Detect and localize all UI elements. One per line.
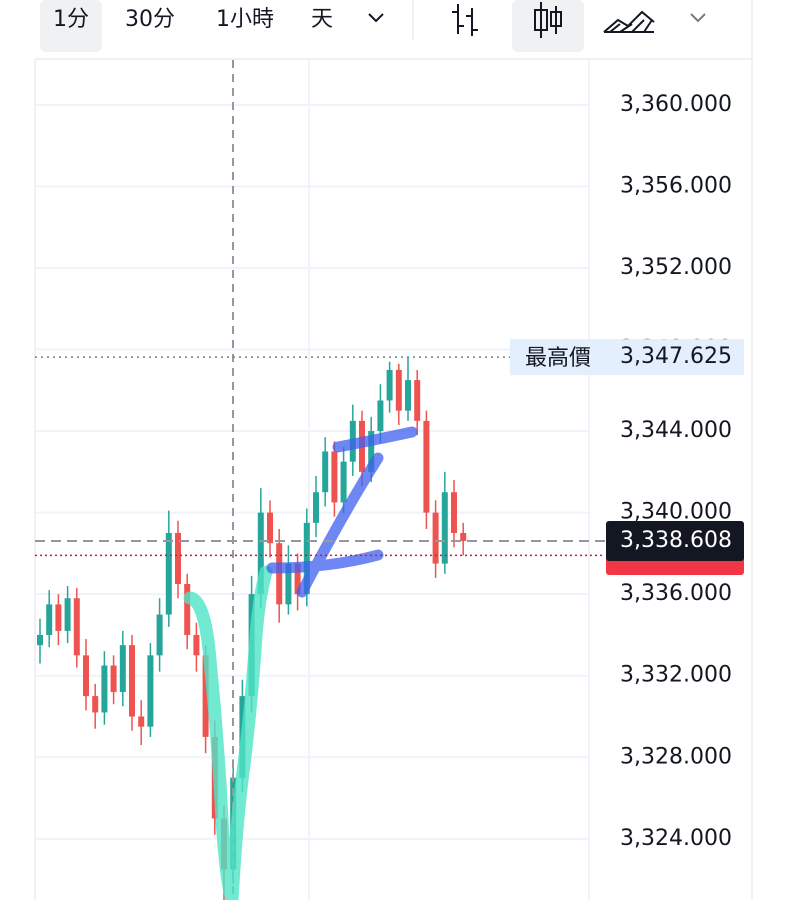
y-tick-label: 3,340.000 (620, 500, 732, 525)
candle-body (377, 400, 384, 432)
candle-body (193, 634, 200, 656)
candle-body (138, 716, 145, 727)
candle-body (276, 543, 283, 605)
candle-body (303, 522, 310, 595)
y-tick-label: 3,324.000 (620, 826, 732, 851)
candle-body (83, 655, 89, 697)
candle-body (423, 420, 430, 513)
y-tick-label: 3,328.000 (620, 744, 732, 769)
area-style-icon[interactable] (603, 10, 655, 33)
candle-body (414, 380, 421, 421)
y-tick-label: 3,332.000 (620, 663, 732, 688)
interval-button[interactable]: 天 (311, 7, 333, 32)
high-label-bg (510, 339, 744, 376)
interval-button[interactable]: 1小時 (216, 7, 274, 32)
candle-body (267, 512, 273, 544)
candle-body (331, 451, 338, 503)
high-label-text: 最高價 (525, 346, 591, 371)
candle-body (340, 461, 347, 503)
candle-body (395, 369, 402, 411)
candle-body (184, 583, 191, 635)
candle-body (73, 598, 80, 656)
candle-body (129, 645, 135, 717)
candle-body (368, 431, 375, 472)
interval-selected-bg (40, 0, 102, 52)
dropdown-icon[interactable] (368, 13, 384, 23)
candle-body (110, 665, 117, 693)
last-price-bg (606, 521, 744, 562)
interval-button[interactable]: 1分 (53, 7, 89, 32)
candle-body (101, 665, 108, 713)
price-labels: 最高價 3,347.625 3,338.608 (35, 339, 744, 576)
y-tick-label: 3,344.000 (620, 418, 732, 443)
y-tick-label: 3,336.000 (620, 581, 732, 606)
last-price-label: 3,338.608 (620, 528, 732, 553)
high-label-value: 3,347.625 (620, 344, 732, 369)
candle-body (64, 598, 71, 631)
candle-body (451, 492, 457, 534)
candle-body (202, 655, 209, 737)
candle-body (37, 634, 43, 646)
candle-body (46, 604, 53, 635)
candle-body (165, 533, 172, 615)
candle-body (285, 563, 292, 605)
candle-body (294, 563, 301, 595)
candle-body (441, 492, 448, 564)
y-tick-label: 3,356.000 (620, 173, 732, 198)
candle-body (175, 533, 181, 584)
candle-body (322, 451, 329, 493)
candle-body (55, 604, 62, 631)
candle-body (405, 380, 411, 411)
y-tick-label: 3,352.000 (620, 255, 732, 280)
candle-body (119, 645, 126, 693)
candle-body (313, 492, 319, 523)
annotation-stroke (183, 565, 273, 904)
candle-body (92, 696, 99, 713)
candle-body (386, 369, 393, 401)
candle-body (460, 533, 467, 542)
candle-body (257, 512, 264, 595)
candle-body (156, 614, 163, 656)
y-tick-label: 3,360.000 (620, 92, 732, 117)
interval-button[interactable]: 30分 (125, 7, 175, 32)
candle-body (432, 512, 439, 564)
bar-style-icon[interactable] (452, 4, 478, 36)
dropdown-icon[interactable] (690, 13, 706, 23)
annotation-stroke (266, 426, 418, 598)
candle-body (147, 655, 154, 727)
candle-style-icon[interactable] (534, 2, 562, 38)
